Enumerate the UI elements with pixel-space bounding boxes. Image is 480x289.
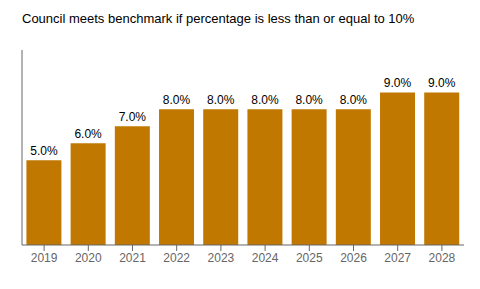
svg-text:8.0%: 8.0%	[207, 93, 235, 107]
svg-text:2021: 2021	[119, 251, 146, 265]
svg-text:2019: 2019	[31, 251, 58, 265]
svg-text:2023: 2023	[208, 251, 235, 265]
svg-text:2025: 2025	[296, 251, 323, 265]
html-text:Council meets benchmark if per: Council meets benchmark if percentage is…	[22, 11, 415, 26]
svg-text:8.0%: 8.0%	[295, 93, 323, 107]
svg-text:5.0%: 5.0%	[30, 144, 58, 158]
svg-text:2028: 2028	[429, 251, 456, 265]
svg-text:8.0%: 8.0%	[251, 93, 279, 107]
svg-text:2027: 2027	[384, 251, 411, 265]
svg-text:6.0%: 6.0%	[74, 127, 102, 141]
svg-text:7.0%: 7.0%	[119, 110, 147, 124]
svg-text:9.0%: 9.0%	[428, 76, 456, 90]
svg-text:2022: 2022	[163, 251, 190, 265]
svg-text:2026: 2026	[340, 251, 367, 265]
svg-text:9.0%: 9.0%	[384, 76, 412, 90]
svg-text:2020: 2020	[75, 251, 102, 265]
svg-text:8.0%: 8.0%	[163, 93, 191, 107]
svg-text:2024: 2024	[252, 251, 279, 265]
svg-text:8.0%: 8.0%	[340, 93, 368, 107]
